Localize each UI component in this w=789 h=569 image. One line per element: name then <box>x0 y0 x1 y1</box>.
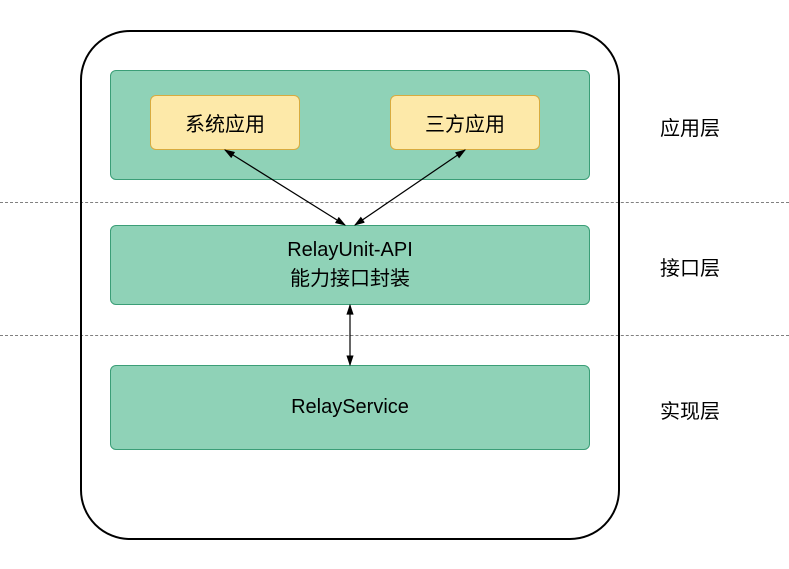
arrows-svg <box>0 0 789 569</box>
arrow-sys-to-api <box>225 150 345 225</box>
arrow-third-to-api <box>355 150 465 225</box>
